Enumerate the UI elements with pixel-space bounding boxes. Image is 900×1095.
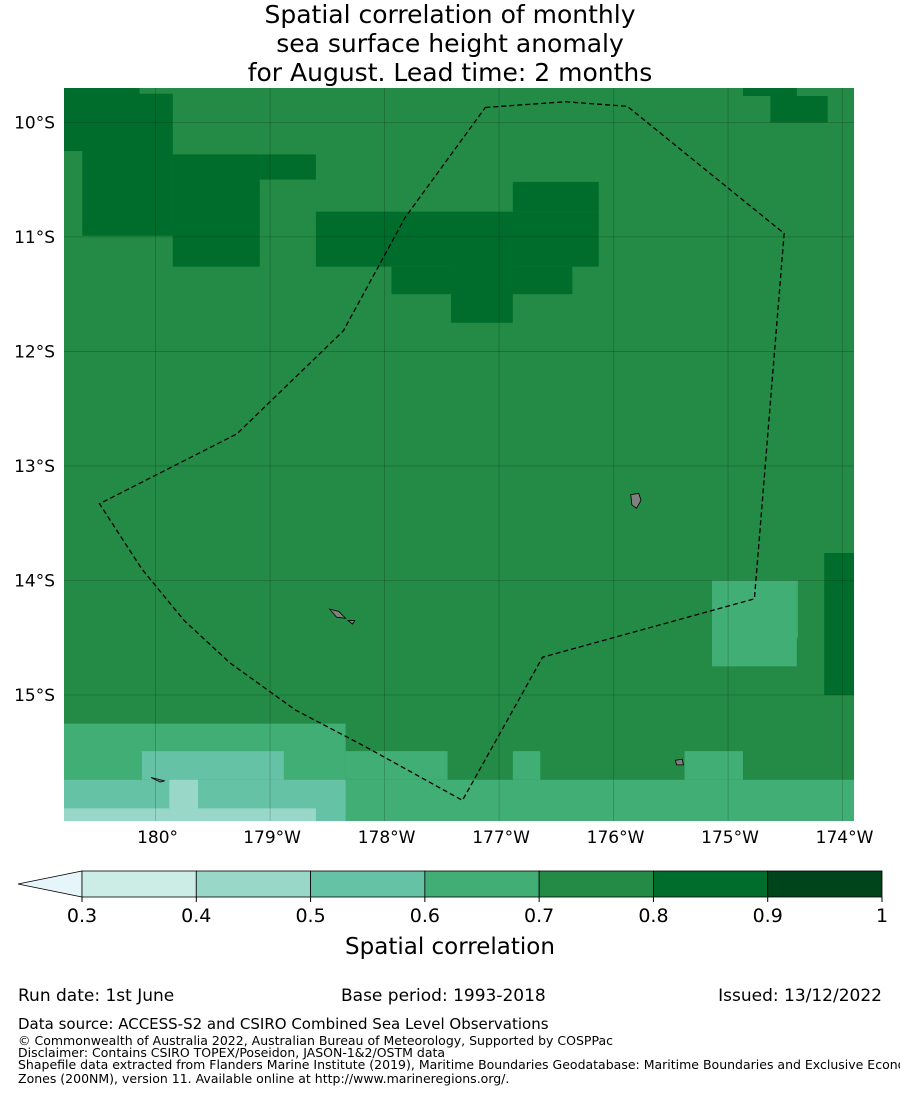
colorbar-bin [81,870,197,898]
colorbar-bins [17,870,883,898]
lat-tick-label: 12°S [14,342,55,362]
lat-tick-label: 11°S [14,228,55,248]
island-layer [150,492,684,783]
field-cell [197,808,316,821]
shapefile-credit-line-2: Zones (200NM), version 11. Available onl… [18,1071,510,1086]
latitude-labels: 10°S 11°S 12°S 13°S 14°S 15°S [14,113,55,706]
colorbar-tick-label: 0.5 [295,905,325,927]
field-cell [796,580,798,638]
lat-tick-label: 14°S [14,571,55,591]
issued-date: Issued: 13/12/2022 [718,986,882,1006]
lon-tick-label: 180° [137,828,178,848]
field-cell [824,552,854,696]
colorbar-bin [310,870,426,898]
field-cell [512,266,573,295]
colorbar-label: Spatial correlation [345,934,555,960]
map-title: Spatial correlation of monthly sea surfa… [0,0,900,87]
field-cell [512,181,599,212]
lon-tick-label: 176°W [587,828,645,848]
field-cell [82,93,173,236]
colorbar-extend-arrow [17,870,83,898]
colorbar-bin [195,870,311,898]
eez-boundary-layer [98,101,785,802]
field-cell [770,96,828,123]
field-cell [259,154,316,180]
data-source: Data source: ACCESS-S2 and CSIRO Combine… [18,1015,549,1033]
field-cell [141,751,284,780]
lon-tick-label: 174°W [816,828,874,848]
base-period: Base period: 1993-2018 [341,986,546,1006]
colorbar-ticks: 0.3 0.4 0.5 0.6 0.7 0.8 0.9 1 [67,897,888,927]
lon-tick-label: 179°W [243,828,301,848]
copyright-notice: © Commonwealth of Australia 2022, Austra… [18,1033,613,1048]
title-line-2: sea surface height anomaly [276,29,624,58]
field-cell [450,266,513,323]
disclaimer: Disclaimer: Contains CSIRO TOPEX/Poseido… [18,1045,446,1060]
field-cell [169,779,198,821]
lon-tick-label: 178°W [358,828,416,848]
field-cell [345,751,448,780]
colorbar-tick-label: 0.4 [181,905,211,927]
island [346,620,356,625]
colorbar-tick-label: 0.7 [524,905,554,927]
field-cell [315,211,599,267]
colorbar-tick-label: 1 [876,905,888,927]
title-line-3: for August. Lead time: 2 months [247,58,653,87]
colorbar: 0.3 0.4 0.5 0.6 0.7 0.8 0.9 1 Spatial correlati… [17,870,888,960]
colorbar-tick-label: 0.3 [67,905,97,927]
field-cell [684,751,743,780]
island [674,758,684,766]
lat-tick-label: 15°S [14,686,55,706]
eez-boundary [98,101,785,802]
colorbar-tick-label: 0.9 [753,905,783,927]
colorbar-tick-label: 0.8 [638,905,668,927]
lat-tick-label: 10°S [14,113,55,133]
colorbar-bin [538,870,654,898]
island [630,492,642,509]
correlation-field [64,88,854,821]
lon-tick-label: 175°W [701,828,759,848]
colorbar-bin [767,870,883,898]
run-date: Run date: 1st June [18,986,175,1006]
colorbar-bin [653,870,769,898]
field-cell [172,154,260,267]
field-cell [742,88,797,97]
correlation-map: 10°S11°S12°S13°S14°S15°S 180° 179°W 178°W 1… [14,88,874,848]
island [150,777,165,783]
title-line-1: Spatial correlation of monthly [264,0,636,29]
colorbar-bin [424,870,540,898]
lon-tick-label: 177°W [472,828,530,848]
shapefile-credit-line-1: Shapefile data extracted from Flanders M… [18,1057,900,1072]
field-cell [64,808,170,821]
colorbar-tick-label: 0.6 [410,905,440,927]
graticule [64,88,854,821]
island [328,608,347,619]
lat-tick-label: 13°S [14,457,55,477]
longitude-labels: 180° 179°W 178°W 177°W 176°W 175°W 174°W [137,828,873,848]
field-cell [512,751,541,780]
